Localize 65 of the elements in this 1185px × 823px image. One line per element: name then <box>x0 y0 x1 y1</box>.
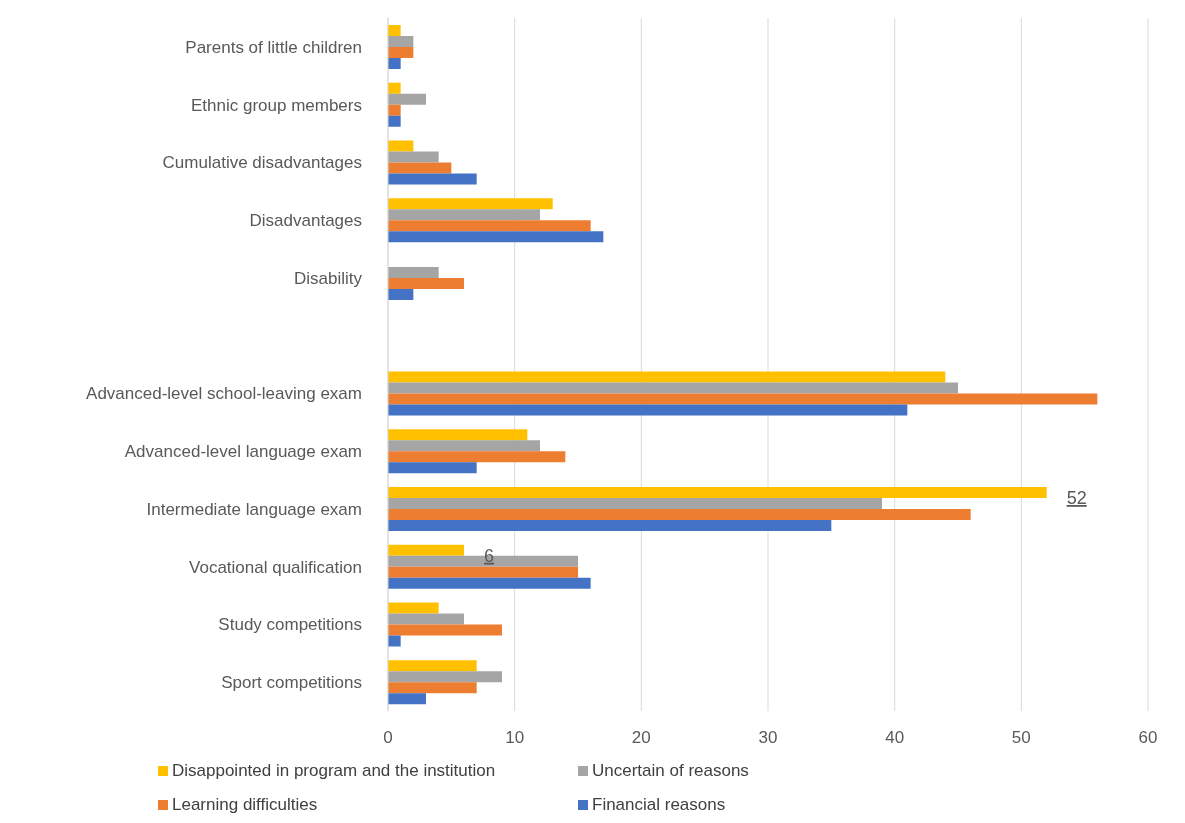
x-tick-label: 10 <box>505 728 525 748</box>
bar <box>388 36 414 47</box>
y-tick-label: Advanced-level school-leaving exam <box>86 384 362 404</box>
bar <box>388 544 464 556</box>
bar <box>388 624 502 636</box>
bar <box>388 278 464 289</box>
bar <box>388 429 528 441</box>
bar <box>388 93 426 105</box>
x-tick-label: 40 <box>885 728 905 748</box>
legend-label: Financial reasons <box>592 795 726 815</box>
y-tick-label: Vocational qualification <box>189 557 362 577</box>
bar <box>388 209 540 221</box>
bar <box>388 682 477 694</box>
y-tick-label: Cumulative disadvantages <box>162 153 362 173</box>
bar <box>388 451 566 463</box>
bar <box>388 82 401 94</box>
bar <box>388 173 477 185</box>
y-tick-label: Advanced-level language exam <box>124 442 362 462</box>
legend-label: Learning difficulties <box>172 795 318 815</box>
bar <box>388 520 832 531</box>
x-tick-label: 50 <box>1011 728 1031 748</box>
bar <box>388 140 414 152</box>
bar <box>388 371 946 383</box>
x-tick-label: 20 <box>631 728 651 748</box>
x-tick-label: 30 <box>758 728 778 748</box>
bar <box>388 382 958 394</box>
bar <box>388 58 401 69</box>
y-tick-label: Ethnic group members <box>190 95 362 115</box>
bar <box>388 566 578 578</box>
bar <box>388 289 414 300</box>
x-tick-label: 60 <box>1138 728 1158 748</box>
y-tick-label: Intermediate language exam <box>146 499 362 519</box>
bar <box>388 602 439 614</box>
data-label: 52 <box>1066 488 1087 508</box>
bar <box>388 404 908 416</box>
bar <box>388 509 971 520</box>
bar <box>388 693 426 705</box>
y-tick-label: Sport competitions <box>221 673 362 693</box>
bar <box>388 671 502 683</box>
bar <box>388 47 414 58</box>
bar <box>388 231 604 243</box>
bar <box>388 660 477 672</box>
bar <box>388 151 439 163</box>
bar <box>388 635 401 647</box>
bar <box>388 577 591 589</box>
bar <box>388 104 401 116</box>
x-tick-label: 0 <box>383 728 393 748</box>
y-tick-label: Disability <box>293 268 363 288</box>
bar <box>388 613 464 625</box>
y-tick-label: Disadvantages <box>249 211 362 231</box>
y-tick-label: Parents of little children <box>185 37 362 57</box>
bar <box>388 393 1098 405</box>
bar <box>388 462 477 474</box>
bar <box>388 267 439 278</box>
bar <box>388 162 452 174</box>
legend-label: Disappointed in program and the institution <box>172 761 496 781</box>
bar <box>388 25 401 36</box>
bar <box>388 220 591 232</box>
y-tick-label: Study competitions <box>218 615 362 635</box>
bar <box>388 487 1047 498</box>
bar <box>388 198 553 210</box>
bar <box>388 440 540 452</box>
bar <box>388 115 401 127</box>
bar <box>388 498 882 509</box>
legend-label: Uncertain of reasons <box>592 761 749 781</box>
